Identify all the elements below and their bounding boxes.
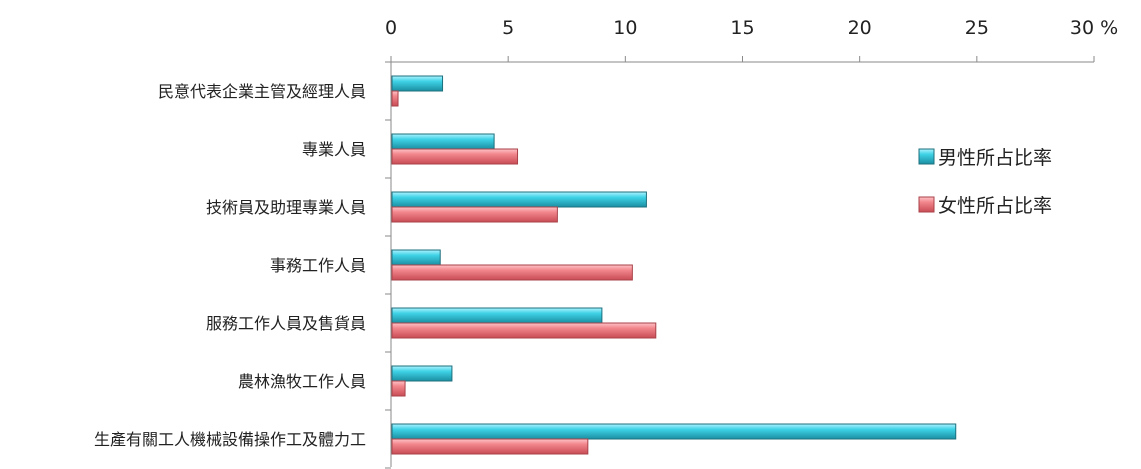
x-tick-label: 15 [730, 17, 754, 39]
category-label: 技術員及助理專業人員 [206, 198, 366, 217]
bar-male[interactable]: 男性所占比率: 24.1 [392, 424, 956, 439]
x-tick-label: 5 [502, 17, 514, 39]
legend-swatch [919, 149, 934, 164]
category-label: 生產有關工人機械設備操作工及體力工 [94, 430, 366, 449]
x-tick-label: 10 [613, 17, 637, 39]
bar-male[interactable]: 男性所占比率: 4.4 [392, 134, 494, 149]
bar-male[interactable]: 男性所占比率: 9 [392, 308, 602, 323]
bar-male[interactable]: 男性所占比率: 2.2 [392, 76, 443, 91]
category-label: 服務工作人員及售貨員 [206, 314, 366, 333]
legend-swatch [919, 197, 934, 212]
x-tick-label: 0 [385, 17, 397, 39]
bar-female[interactable]: 女性所占比率: 10.3 [392, 265, 632, 280]
bar-female[interactable]: 女性所占比率: 11.3 [392, 323, 656, 338]
x-tick-label: 20 [848, 17, 872, 39]
category-label: 民意代表企業主管及經理人員 [158, 82, 366, 101]
x-tick-label: 25 [965, 17, 989, 39]
category-label: 農林漁牧工作人員 [238, 372, 366, 391]
bar-female[interactable]: 女性所占比率: 7.1 [392, 207, 557, 222]
axes [385, 56, 1094, 468]
bar-male[interactable]: 男性所占比率: 2.6 [392, 366, 452, 381]
category-label: 事務工作人員 [270, 256, 366, 275]
bars: 男性所占比率: 2.2女性所占比率: 0.3男性所占比率: 4.4女性所占比率:… [392, 76, 956, 454]
category-label: 專業人員 [302, 140, 366, 159]
labels: 0 5 10 15 20 25 30 % 民意代表企業主管及經理人員專業人員技術員及助理專業人… [94, 17, 1118, 449]
x-tick-label: 30 % [1070, 17, 1118, 39]
bar-female[interactable]: 女性所占比率: 0.3 [392, 91, 398, 106]
bar-female[interactable]: 女性所占比率: 0.6 [392, 381, 405, 396]
legend-label: 男性所占比率 [938, 147, 1052, 169]
bar-male[interactable]: 男性所占比率: 10.9 [392, 192, 646, 207]
legend-label: 女性所占比率 [938, 195, 1052, 217]
bar-female[interactable]: 女性所占比率: 5.4 [392, 149, 518, 164]
bar-male[interactable]: 男性所占比率: 2.1 [392, 250, 440, 265]
bar-female[interactable]: 女性所占比率: 8.4 [392, 439, 588, 454]
